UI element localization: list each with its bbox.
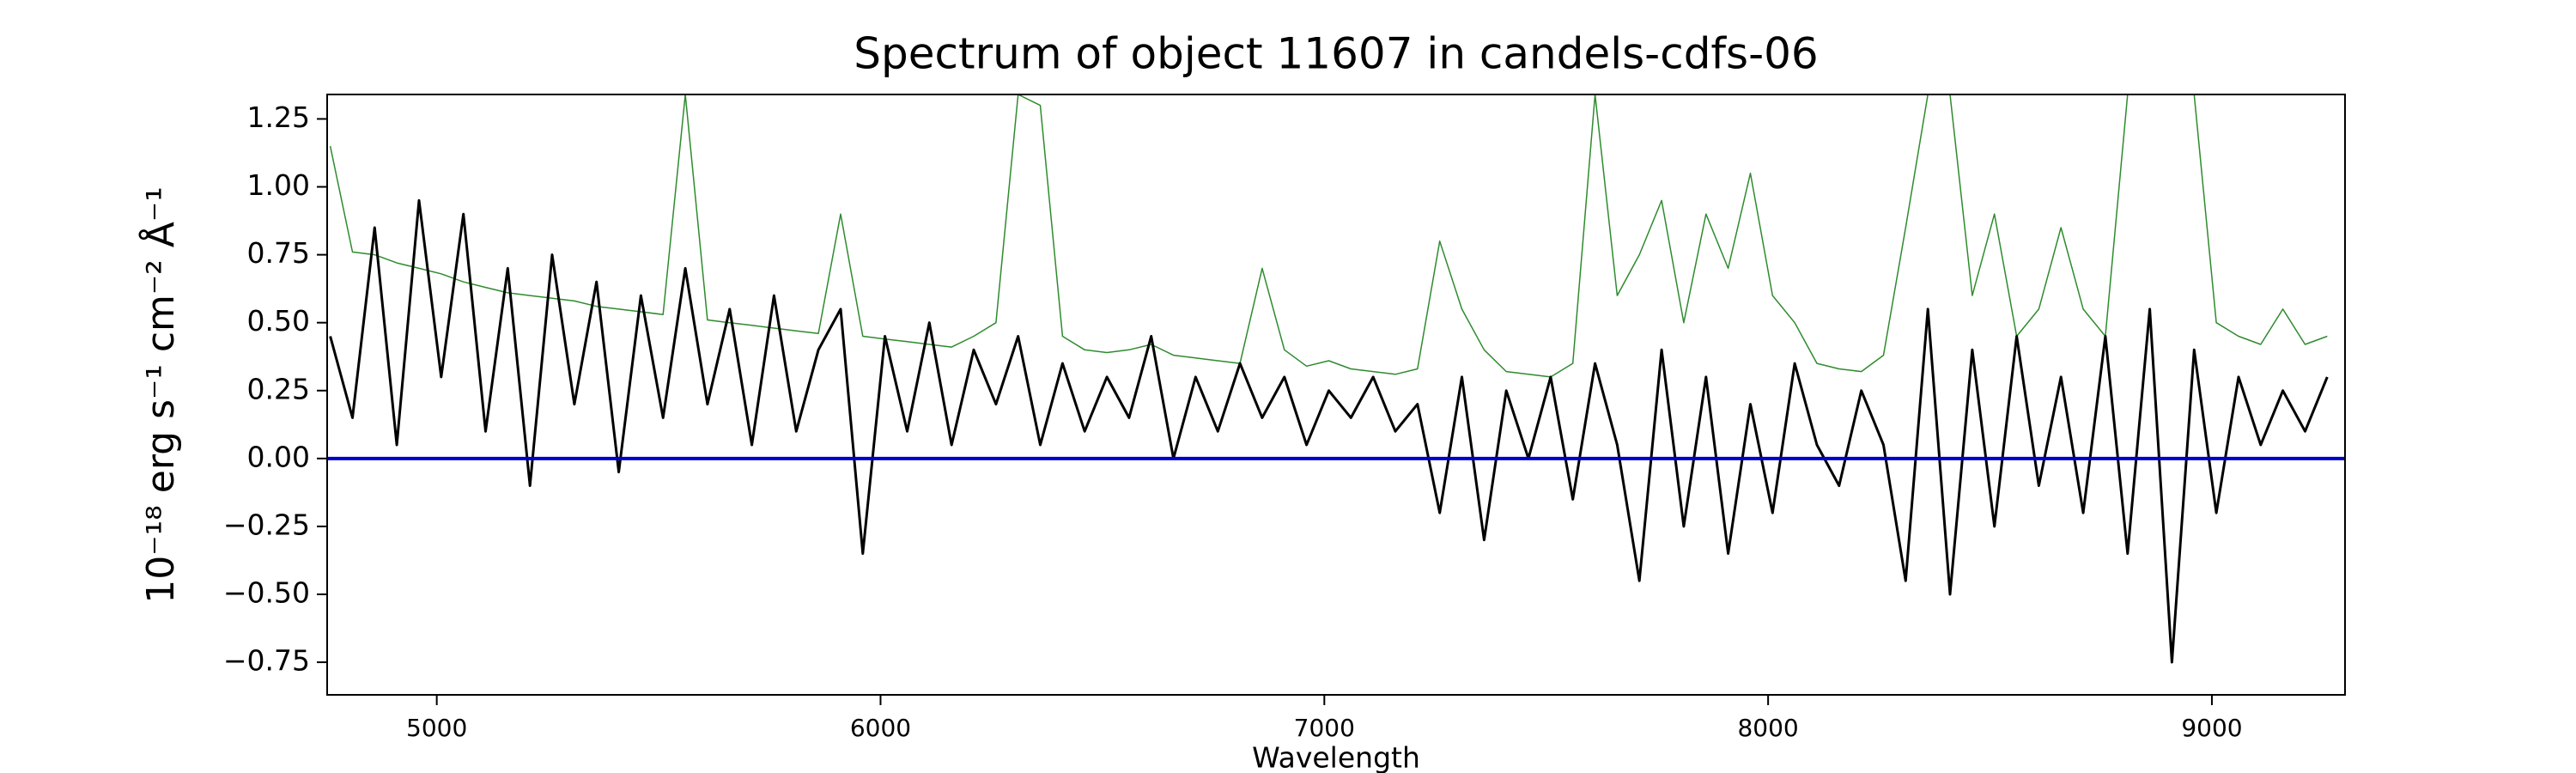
x-axis-label: Wavelength: [1252, 741, 1420, 773]
x-tick-label: 9000: [2181, 714, 2242, 742]
y-tick-label: −0.25: [223, 508, 310, 541]
x-tick-label: 8000: [1737, 714, 1798, 742]
y-tick-label: −0.75: [223, 644, 310, 678]
x-tick-label: 7000: [1294, 714, 1355, 742]
y-tick-label: 0.00: [247, 440, 310, 473]
y-axis-label: 10⁻¹⁸ erg s⁻¹ cm⁻² Å⁻¹: [137, 186, 183, 603]
y-tick-label: 0.75: [247, 236, 310, 270]
chart-title: Spectrum of object 11607 in candels-cdfs…: [854, 29, 1819, 79]
y-tick-label: −0.50: [223, 575, 310, 609]
y-tick-label: 0.50: [247, 304, 310, 338]
spectrum-line: [329, 94, 2328, 378]
y-tick-label: 1.25: [247, 100, 310, 134]
plot-frame: [326, 94, 2346, 696]
spectrum-line: [329, 198, 2329, 664]
x-tick-label: 5000: [406, 714, 467, 742]
x-tick-label: 6000: [850, 714, 911, 742]
y-tick-label: 0.25: [247, 372, 310, 405]
y-tick-label: 1.00: [247, 168, 310, 202]
